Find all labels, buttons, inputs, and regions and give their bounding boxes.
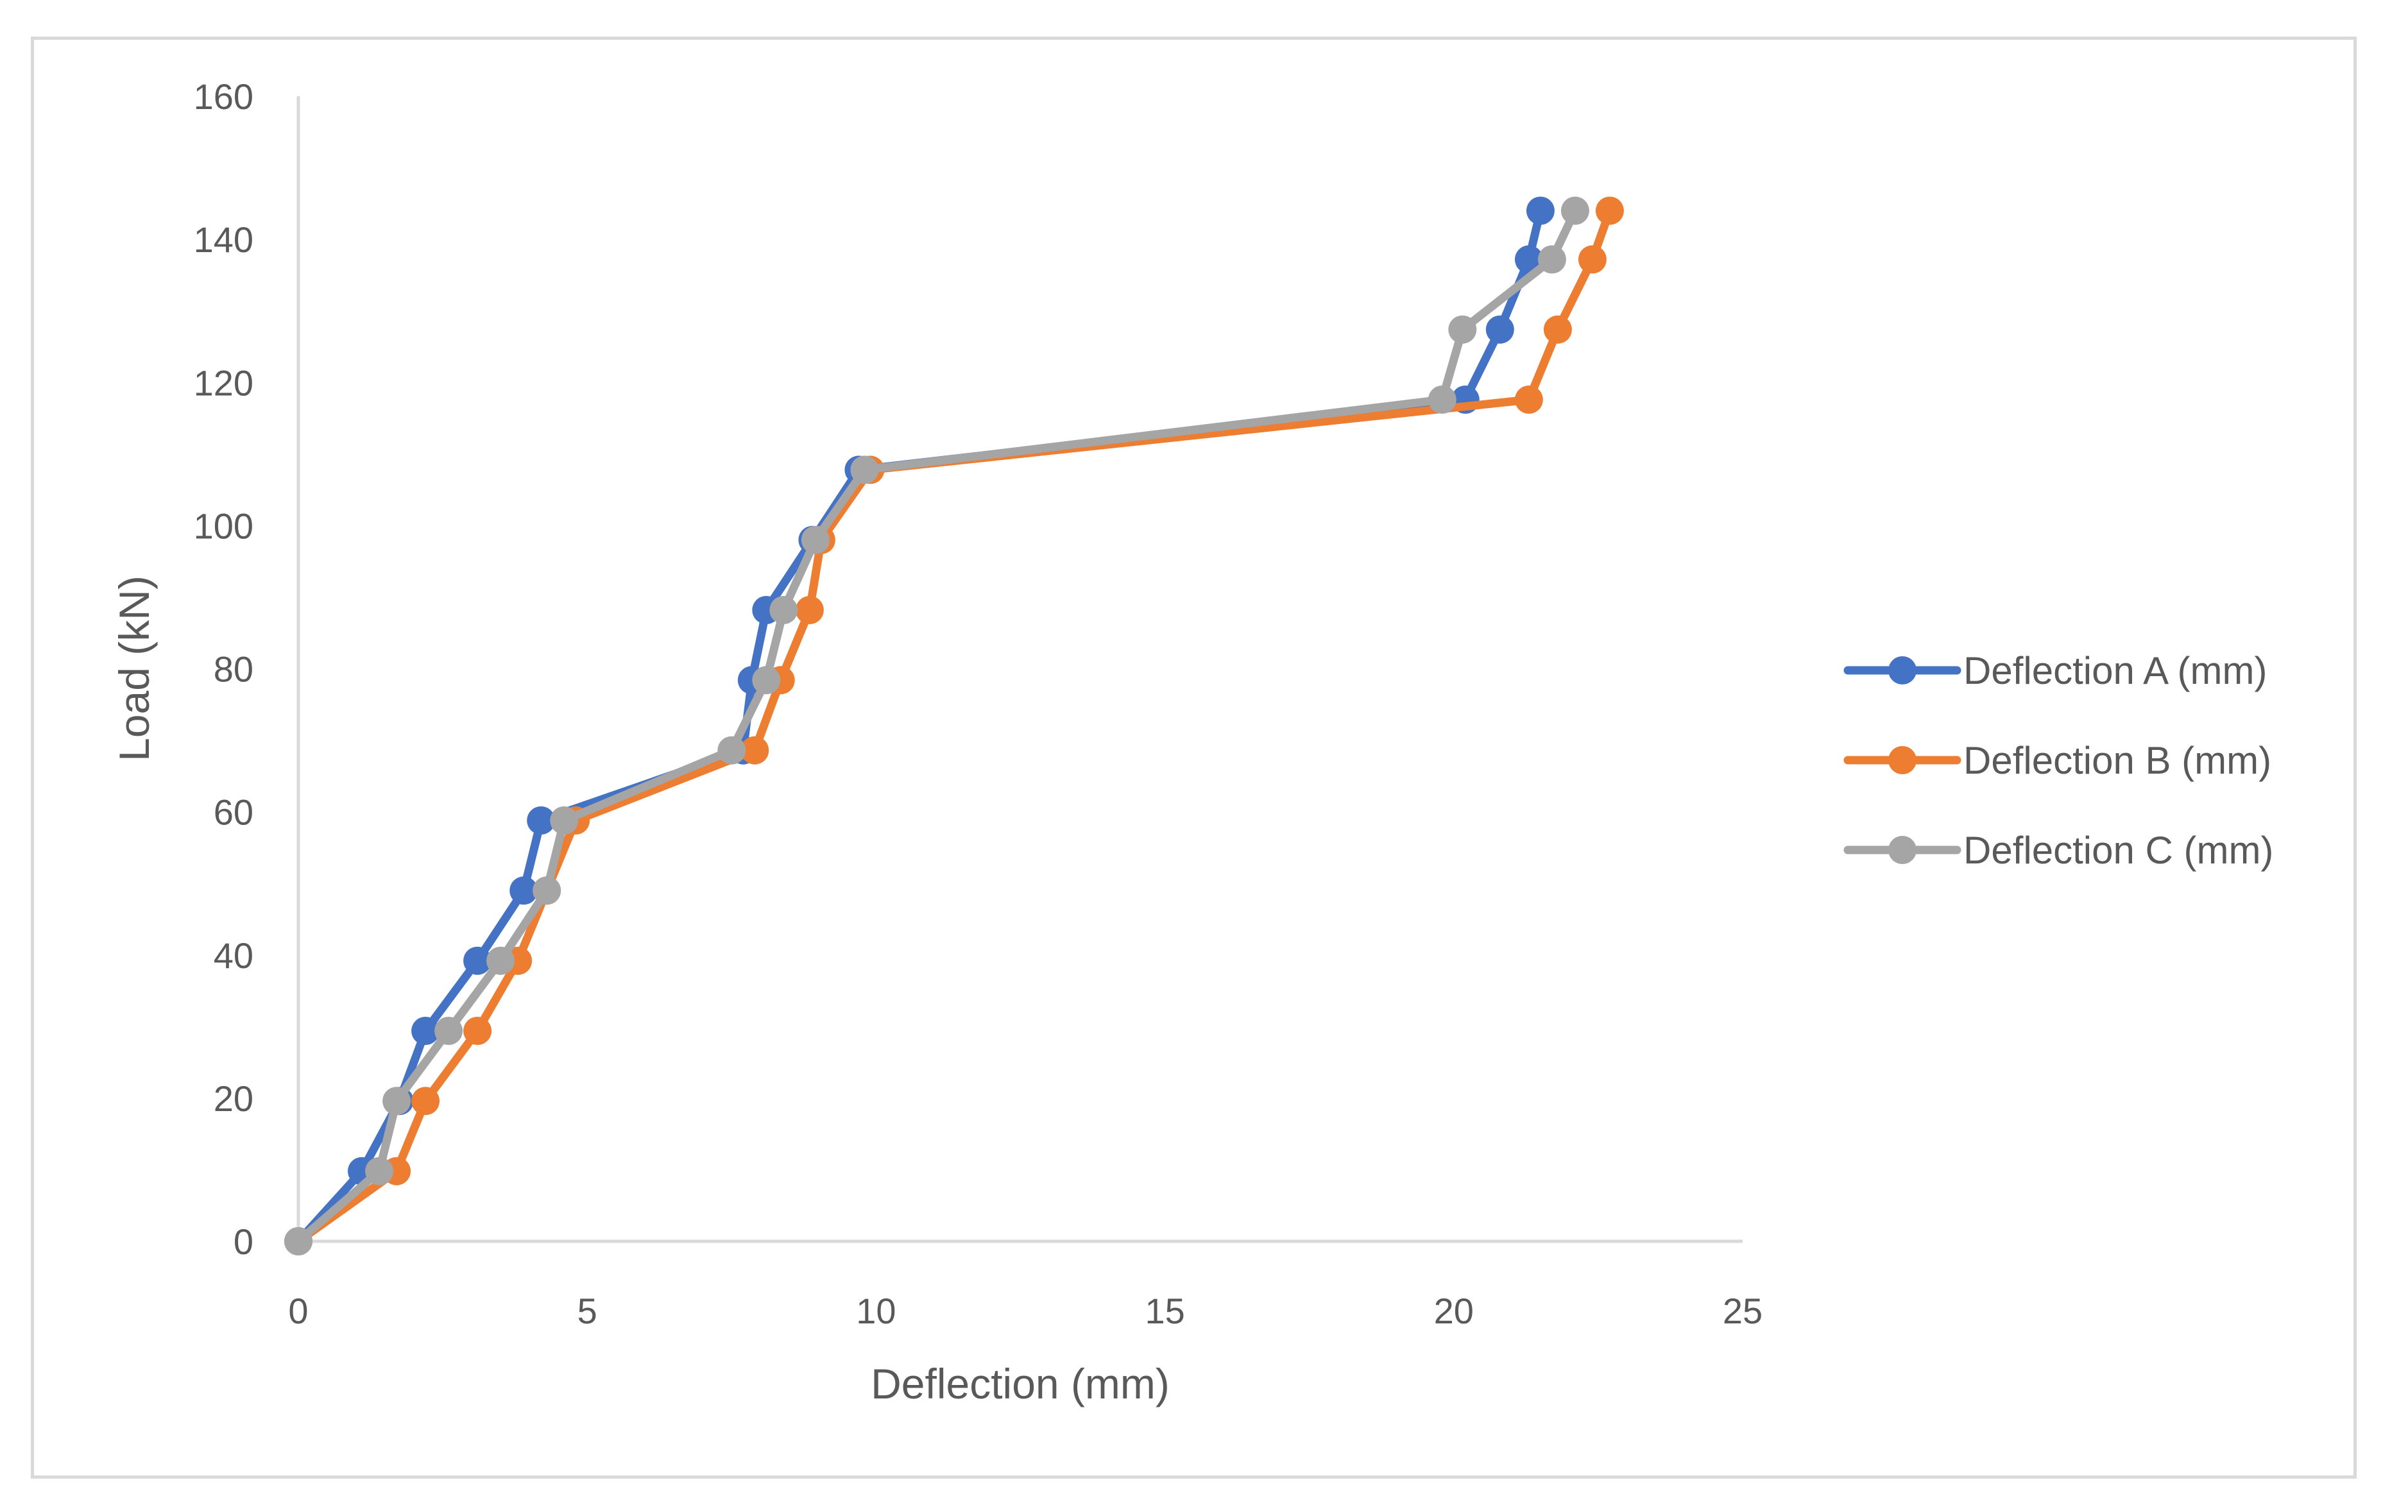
legend-item: Deflection A (mm) — [1843, 649, 2267, 692]
data-point — [463, 946, 492, 975]
data-point — [1560, 196, 1589, 225]
y-tick-labels: 0 20 40 60 80 100 120 140 160 — [194, 76, 253, 1262]
y-tick-label: 40 — [214, 935, 253, 976]
legend-label: Deflection C (mm) — [1963, 829, 2273, 872]
x-tick-label: 10 — [856, 1291, 896, 1331]
data-point — [527, 806, 556, 835]
data-point — [284, 1227, 312, 1255]
data-point — [411, 1087, 440, 1116]
x-tick-labels: 0 5 10 15 20 25 — [288, 1291, 1763, 1331]
y-tick-label: 140 — [194, 219, 253, 260]
series-line — [294, 207, 1580, 1246]
series-c — [284, 196, 1589, 1255]
x-tick-label: 5 — [577, 1291, 597, 1331]
axes — [296, 96, 1743, 1243]
data-point — [717, 736, 746, 765]
data-point — [509, 876, 538, 905]
x-tick-label: 15 — [1145, 1291, 1184, 1331]
legend-marker — [1888, 836, 1917, 864]
data-point — [434, 1017, 463, 1045]
legend-label: Deflection B (mm) — [1963, 739, 2271, 782]
y-axis-title: Load (kN) — [110, 575, 158, 761]
data-point — [1578, 245, 1607, 274]
data-point — [365, 1157, 394, 1185]
x-tick-label: 25 — [1723, 1291, 1763, 1331]
y-tick-label: 0 — [234, 1221, 253, 1262]
data-point — [1485, 315, 1514, 344]
x-tick-label: 0 — [288, 1291, 308, 1331]
legend: Deflection A (mm) Deflection B (mm) Deflec… — [1843, 649, 2273, 872]
data-point — [463, 1017, 492, 1045]
legend-item: Deflection B (mm) — [1843, 739, 2271, 782]
data-point — [801, 525, 830, 554]
legend-marker — [1888, 656, 1917, 684]
data-point — [550, 806, 579, 835]
data-point — [1526, 196, 1555, 225]
data-point — [795, 596, 824, 624]
series-lines — [284, 196, 1624, 1255]
data-point — [1514, 386, 1543, 414]
data-point — [1514, 245, 1543, 274]
legend-label: Deflection A (mm) — [1963, 649, 2267, 692]
data-point — [769, 596, 798, 624]
data-point — [382, 1087, 411, 1116]
y-tick-label: 120 — [194, 362, 253, 403]
y-tick-label: 160 — [194, 76, 253, 117]
y-tick-label: 80 — [214, 649, 253, 690]
series-line — [294, 207, 1614, 1246]
data-point — [1537, 245, 1566, 274]
y-tick-label: 60 — [214, 792, 253, 833]
legend-marker — [1888, 746, 1917, 774]
data-point — [486, 946, 515, 975]
series-line — [294, 207, 1545, 1246]
legend-item: Deflection C (mm) — [1843, 829, 2273, 872]
series-b — [284, 196, 1624, 1255]
data-point — [411, 1017, 440, 1045]
data-point — [1448, 315, 1477, 344]
y-tick-label: 100 — [194, 505, 253, 546]
data-point — [533, 876, 561, 905]
x-axis-title: Deflection (mm) — [871, 1360, 1170, 1407]
data-point — [752, 666, 781, 695]
data-point — [850, 455, 879, 484]
data-point — [1543, 315, 1572, 344]
data-point — [1595, 196, 1624, 225]
y-tick-label: 20 — [214, 1078, 253, 1119]
data-point — [1428, 386, 1456, 414]
data-point — [740, 736, 769, 765]
x-tick-label: 20 — [1434, 1291, 1474, 1331]
chart-frame — [31, 37, 2357, 1479]
series-a — [284, 196, 1555, 1255]
